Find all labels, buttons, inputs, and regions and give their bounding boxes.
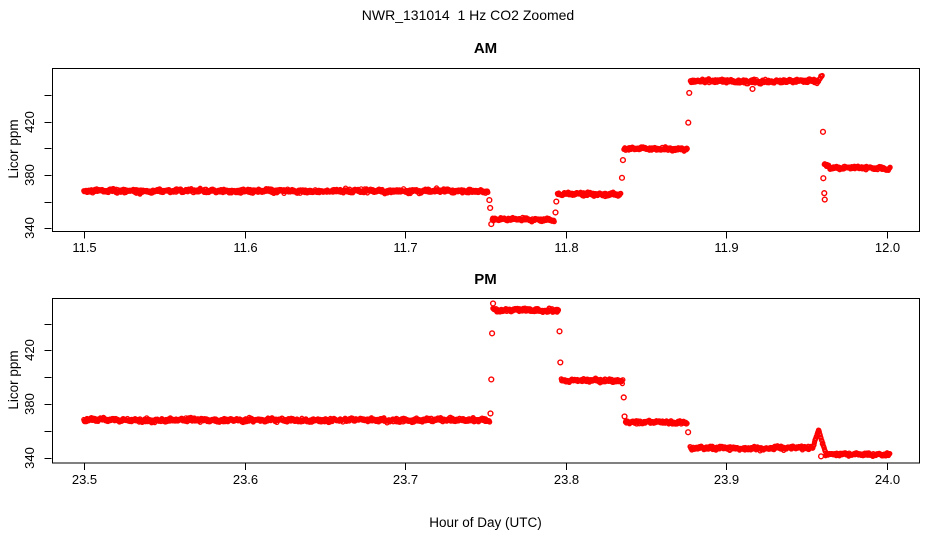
- x-tick-label: 23.7: [392, 471, 419, 487]
- y-tick-label: 420: [22, 110, 37, 133]
- x-tick-label: 12.0: [874, 240, 901, 255]
- am-panel-title: AM: [473, 40, 498, 57]
- x-tick-label: 11.7: [393, 240, 418, 255]
- x-tick-label: 24.0: [874, 471, 901, 487]
- y-tick-label: 420: [22, 339, 37, 362]
- x-axis-label: Hour of Day (UTC): [429, 515, 542, 530]
- pm-panel-title: PM: [474, 271, 497, 288]
- y-tick-label: 340: [22, 217, 37, 240]
- x-tick-label: 11.9: [714, 240, 739, 255]
- x-tick-label: 23.5: [71, 471, 98, 487]
- y-tick-label: 380: [22, 393, 37, 415]
- x-tick-label: 11.5: [72, 240, 97, 255]
- y-tick-label: 380: [22, 164, 37, 186]
- x-tick-label: 11.8: [554, 240, 579, 255]
- main-title: NWR_131014 1 Hz CO2 Zoomed: [361, 7, 575, 23]
- y-tick-label: 340: [22, 446, 37, 469]
- x-tick-label: 23.9: [713, 471, 740, 487]
- x-tick-label: 23.6: [232, 471, 259, 487]
- x-tick-label: 11.6: [233, 240, 258, 255]
- pm-y-axis-label: Licor ppm: [6, 350, 21, 410]
- am-y-axis-label: Licor ppm: [6, 119, 21, 179]
- x-tick-label: 23.8: [553, 471, 580, 487]
